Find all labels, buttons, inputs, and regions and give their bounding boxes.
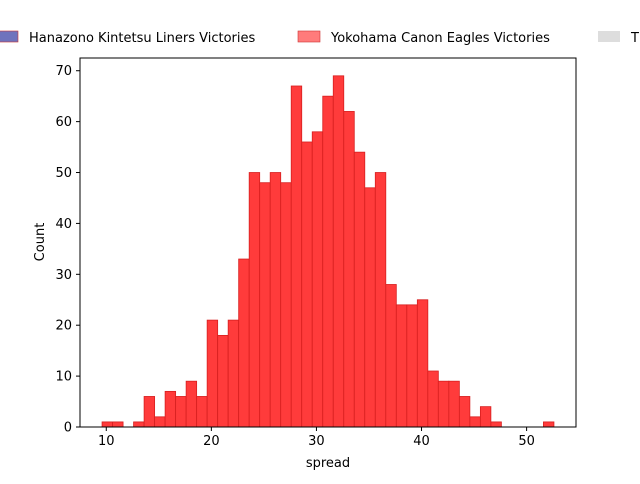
x-tick-label: 30 xyxy=(308,434,325,449)
y-tick-label: 40 xyxy=(55,217,72,232)
y-tick-label: 0 xyxy=(64,421,72,436)
histogram-bar xyxy=(448,380,460,428)
histogram-bar xyxy=(322,95,334,428)
histogram-bar xyxy=(101,421,113,428)
histogram-bar xyxy=(143,396,156,428)
histogram-bar xyxy=(395,304,408,428)
histogram-bar xyxy=(458,396,471,428)
histogram-bar xyxy=(164,390,177,428)
histogram-bar xyxy=(543,421,555,428)
histogram-bar xyxy=(206,319,219,428)
histogram-bar xyxy=(227,319,240,428)
histogram-bar xyxy=(374,172,387,428)
histogram-bar xyxy=(185,380,198,428)
legend-swatch xyxy=(0,30,19,43)
x-tick-label: 20 xyxy=(203,434,220,449)
histogram-bar xyxy=(269,172,282,428)
histogram-bar xyxy=(437,380,450,428)
histogram-bar xyxy=(479,406,492,428)
histogram-bars xyxy=(101,75,555,428)
histogram-bar xyxy=(196,396,208,428)
y-tick-label: 20 xyxy=(55,319,72,334)
histogram-bar xyxy=(469,416,481,428)
histogram-bar xyxy=(133,421,145,428)
legend-swatch xyxy=(297,30,321,43)
histogram-bar xyxy=(175,396,187,428)
histogram-bar xyxy=(427,370,439,428)
y-tick-label: 10 xyxy=(55,370,72,385)
histogram-bar xyxy=(248,172,261,428)
histogram-bar xyxy=(238,258,250,428)
legend-swatch xyxy=(598,31,620,42)
histogram-bar xyxy=(416,299,429,428)
histogram-bar xyxy=(259,182,271,428)
y-tick-label: 60 xyxy=(55,115,72,130)
histogram-bar xyxy=(154,416,166,428)
y-axis-label: Count xyxy=(33,223,48,262)
histogram-bar xyxy=(364,187,376,428)
x-tick-label: 50 xyxy=(518,434,535,449)
histogram-bar xyxy=(490,421,502,428)
legend-label: T xyxy=(630,31,639,46)
histogram-bar xyxy=(353,151,366,428)
histogram-bar xyxy=(280,182,292,428)
y-tick-label: 50 xyxy=(55,166,72,181)
histogram-bar xyxy=(406,304,418,428)
histogram-bar xyxy=(332,75,345,428)
plot-frame xyxy=(79,57,577,428)
y-tick-label: 30 xyxy=(55,268,72,283)
histogram-bar xyxy=(311,131,324,428)
histogram-bar xyxy=(343,111,355,428)
x-axis-label: spread xyxy=(306,456,350,471)
legend-label: Hanazono Kintetsu Liners Victories xyxy=(29,31,255,46)
histogram-bar xyxy=(301,141,313,428)
x-tick-label: 10 xyxy=(98,434,115,449)
histogram-bar xyxy=(290,85,303,428)
legend-label: Yokohama Canon Eagles Victories xyxy=(330,31,550,46)
histogram-bar xyxy=(112,421,124,428)
x-tick-label: 40 xyxy=(413,434,430,449)
y-axis: 0 10 20 30 40 50 60 70 xyxy=(55,64,80,436)
x-axis: 10 20 30 40 50 xyxy=(98,427,535,449)
histogram-bar xyxy=(217,334,229,428)
legend: Hanazono Kintetsu Liners Victories Yokoha… xyxy=(0,30,639,46)
y-tick-label: 70 xyxy=(55,64,72,79)
histogram-bar xyxy=(385,284,397,428)
